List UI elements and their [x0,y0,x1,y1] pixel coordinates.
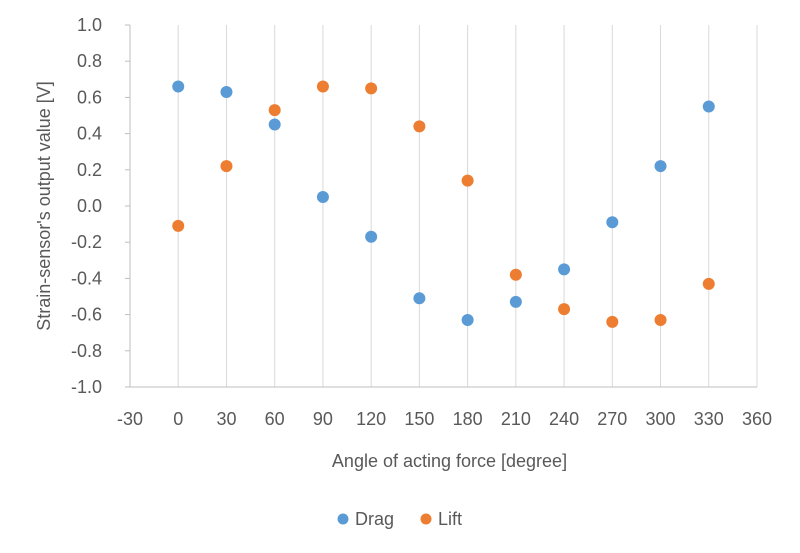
drag-point [316,190,329,203]
lift-point [316,80,329,93]
lift-point [702,277,715,290]
drag-point [268,118,281,131]
x-tick-label: 120 [356,409,386,429]
drag-point [606,216,619,229]
y-tick-label: -0.4 [71,268,102,288]
drag-point [172,80,185,93]
x-tick-label: 210 [501,409,531,429]
legend-label-drag: Drag [355,509,394,529]
y-tick-label: -0.8 [71,341,102,361]
axes [125,24,757,388]
y-tick-label: -0.2 [71,232,102,252]
lift-legend-marker [420,513,432,525]
x-tick-label: 150 [404,409,434,429]
y-axis-title: Strain-sensor's output value [V] [34,81,54,331]
x-tick-label: 30 [216,409,236,429]
y-tick-label: 0.0 [77,196,102,216]
drag-point [558,263,571,276]
lift-point [606,315,619,328]
drag-point [413,292,426,305]
y-tick-label: 0.2 [77,160,102,180]
lift-point [365,82,378,95]
y-tick-label: 0.4 [77,124,102,144]
drag-point [702,100,715,113]
x-tick-label: 60 [265,409,285,429]
y-tick-label: -0.6 [71,305,102,325]
lift-point [220,160,233,173]
lift-point [268,104,281,117]
lift-point [413,120,426,133]
x-axis-title: Angle of acting force [degree] [332,451,567,471]
drag-point [220,85,233,98]
lift-point [558,303,571,316]
x-tick-label: -30 [117,409,143,429]
x-tick-label: 240 [549,409,579,429]
legend-label-lift: Lift [438,509,462,529]
lift-point [509,268,522,281]
y-tick-label: 0.6 [77,87,102,107]
drag-legend-marker [337,513,349,525]
x-tick-label: 360 [742,409,772,429]
lift-point [654,314,667,327]
drag-point [509,295,522,308]
lift-point [461,174,474,187]
lift-point [172,219,185,232]
y-tick-label: -1.0 [71,377,102,397]
y-tick-label: 1.0 [77,15,102,35]
legend: Drag Lift [337,509,462,529]
y-tick-label: 0.8 [77,51,102,71]
drag-point [365,230,378,243]
x-tick-label: 270 [597,409,627,429]
x-tick-label: 180 [453,409,483,429]
x-tick-label: 90 [313,409,333,429]
drag-point [461,314,474,327]
y-tick-labels: 1.0 0.8 0.6 0.4 0.2 0.0 -0.2 -0.4 -0.6 -0.8 -1.0 [71,15,102,397]
data-points [172,80,715,328]
x-tick-label: 330 [694,409,724,429]
x-tick-label: 0 [173,409,183,429]
drag-point [654,160,667,173]
x-tick-labels: -30 0 30 60 90 120 150 180 210 240 270 300 330 360 [117,409,772,429]
grid-lines [177,25,758,387]
x-tick-label: 300 [646,409,676,429]
